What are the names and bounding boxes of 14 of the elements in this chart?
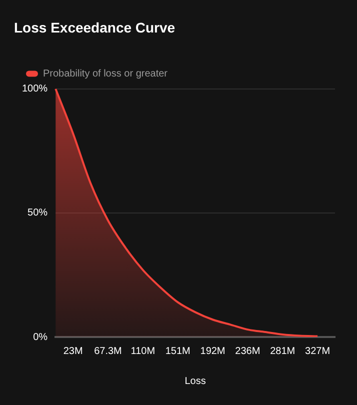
x-axis-title: Loss: [184, 376, 206, 387]
x-tick-label: 192M: [200, 346, 226, 357]
y-tick-label: 100%: [22, 84, 48, 95]
x-tick-label: 23M: [63, 346, 83, 357]
y-tick-label: 50%: [28, 208, 48, 219]
x-tick-label: 236M: [235, 346, 260, 357]
x-tick-label: 151M: [165, 346, 190, 357]
legend-label: Probability of loss or greater: [43, 68, 168, 80]
y-tick-label: 0%: [33, 332, 48, 343]
chart-title: Loss Exceedance Curve: [14, 19, 176, 36]
x-tick-label: 67.3M: [94, 346, 122, 357]
x-tick-label: 327M: [305, 346, 330, 357]
x-tick-label: 110M: [130, 346, 156, 357]
x-tick-label: 281M: [270, 346, 296, 357]
